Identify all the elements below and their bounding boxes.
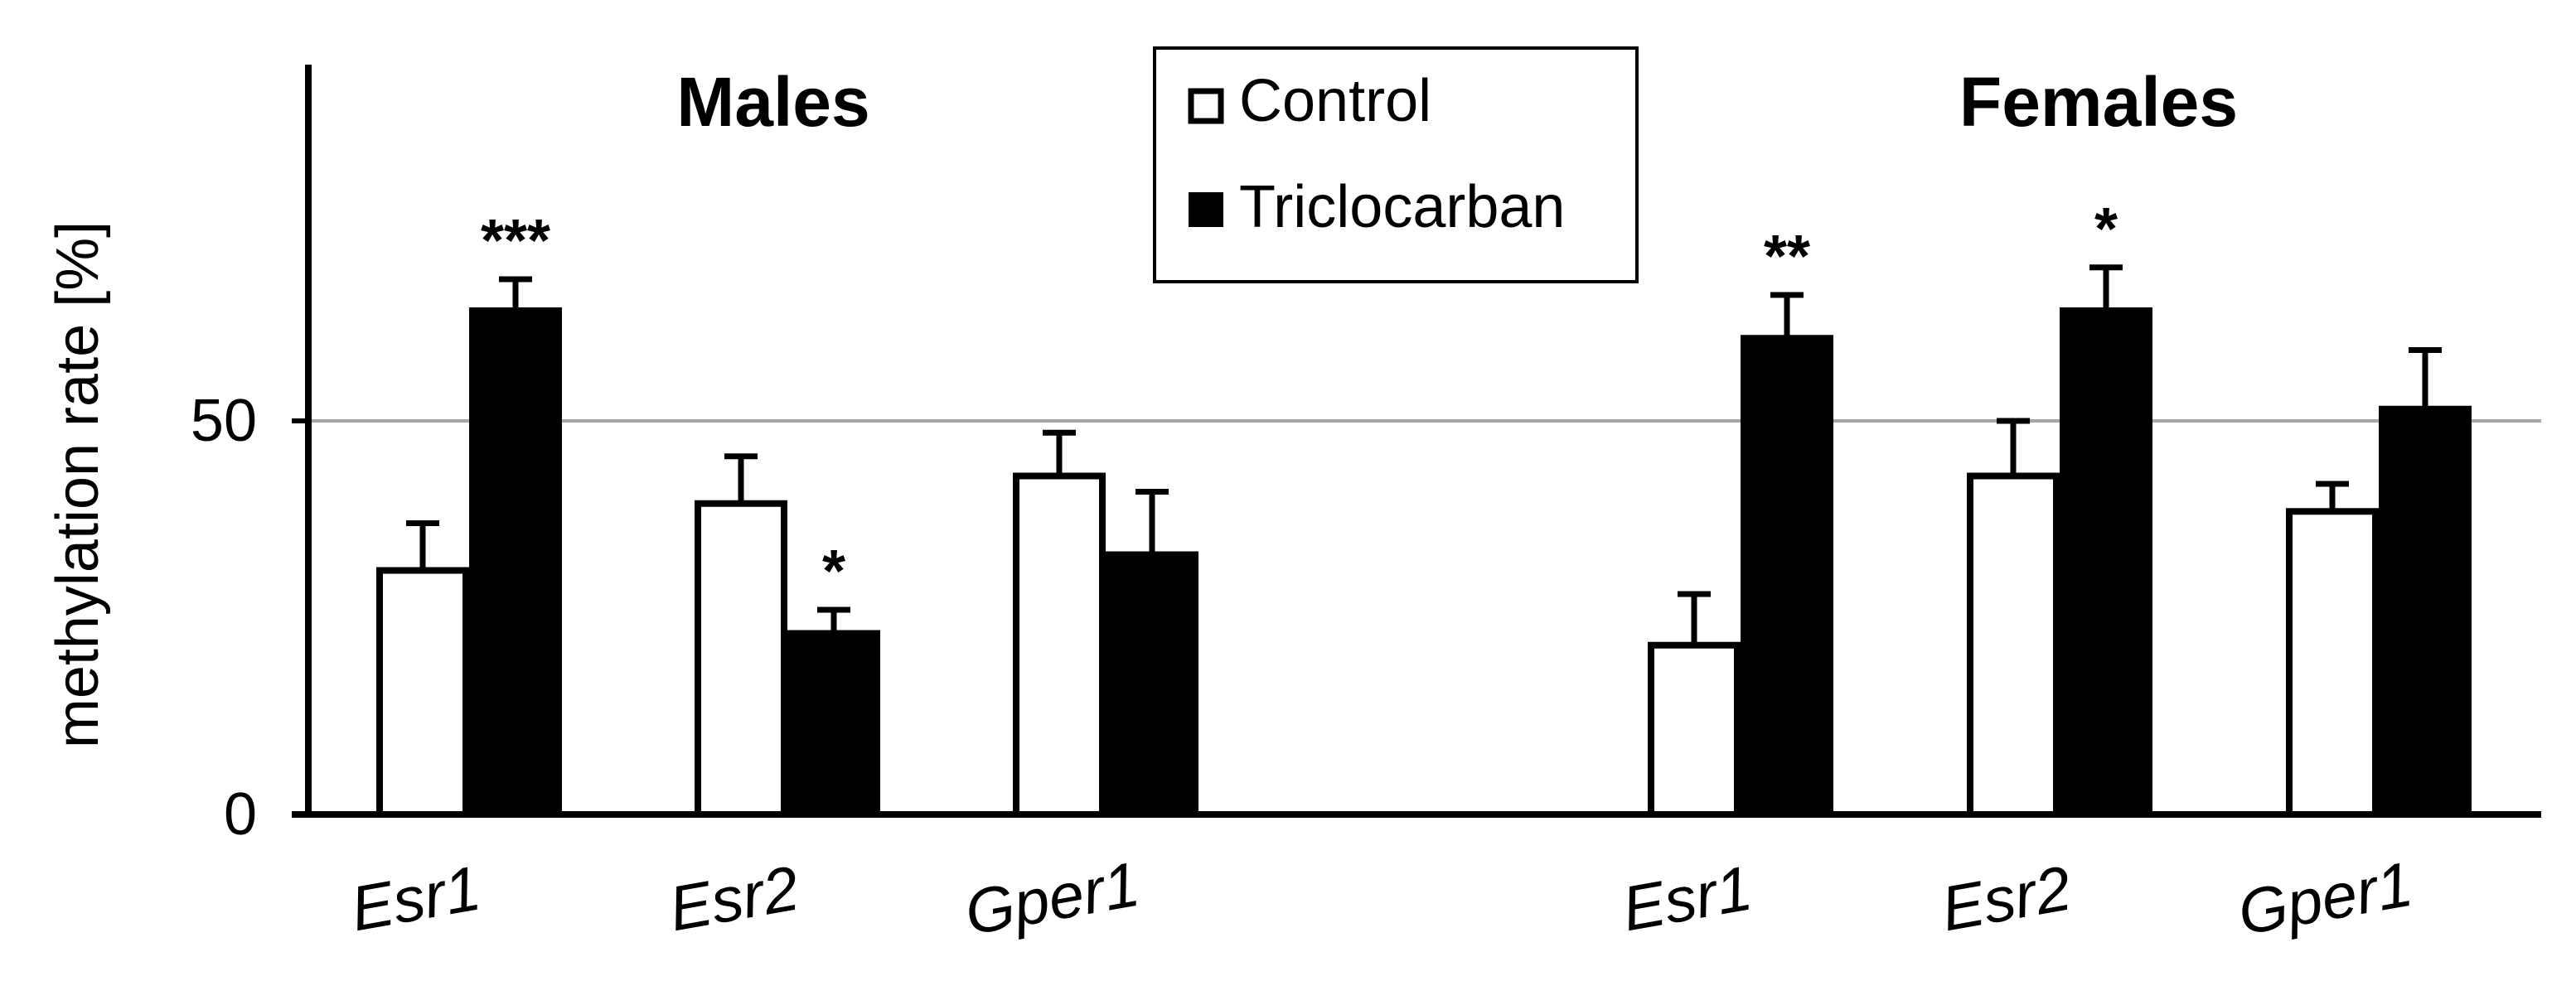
- x-tick-label-males-esr1: Esr1: [346, 853, 486, 945]
- bar-males-gper1-triclocarban: [1106, 551, 1198, 818]
- bar-males-esr2-triclocarban: [787, 630, 880, 818]
- bar-males-esr2-control: [695, 500, 787, 818]
- legend: Control Triclocarban: [1153, 46, 1639, 283]
- legend-swatch-control: [1188, 88, 1224, 124]
- bar-males-esr1-control: [376, 567, 469, 818]
- legend-swatch-triclocarban: [1189, 192, 1223, 227]
- significance-females-esr2: *: [2094, 196, 2118, 263]
- x-tick-label-females-esr2: Esr2: [1936, 853, 2076, 945]
- y-tick-label-0: 0: [224, 781, 257, 848]
- panel-title-females: Females: [1959, 63, 2238, 141]
- bar-males-esr1-triclocarban: [469, 307, 562, 818]
- y-tick-label-50: 50: [191, 388, 257, 454]
- significance-males-esr2: *: [822, 539, 845, 605]
- x-tick-label-males-gper1: Gper1: [960, 849, 1145, 949]
- significance-females-esr1: **: [1764, 224, 1810, 290]
- bar-males-gper1-control: [1013, 472, 1106, 818]
- legend-label-control: Control: [1239, 68, 1431, 134]
- bar-females-gper1-control: [2286, 508, 2379, 818]
- panel-title-males: Males: [676, 63, 869, 141]
- x-tick-label-males-esr2: Esr2: [664, 853, 804, 945]
- bar-females-esr1-control: [1648, 641, 1741, 818]
- bar-females-gper1-triclocarban: [2379, 405, 2472, 818]
- bar-females-esr2-control: [1967, 472, 2060, 818]
- legend-label-triclocarban: Triclocarban: [1239, 174, 1565, 240]
- x-tick-label-females-gper1: Gper1: [2233, 849, 2418, 949]
- y-axis-label: methylation rate [%]: [45, 221, 111, 748]
- x-tick-label-females-esr1: Esr1: [1617, 853, 1757, 945]
- significance-males-esr1: ***: [481, 208, 550, 274]
- bar-females-esr2-triclocarban: [2060, 307, 2152, 818]
- bar-females-esr1-triclocarban: [1741, 335, 1833, 818]
- legend-box: [1153, 46, 1639, 283]
